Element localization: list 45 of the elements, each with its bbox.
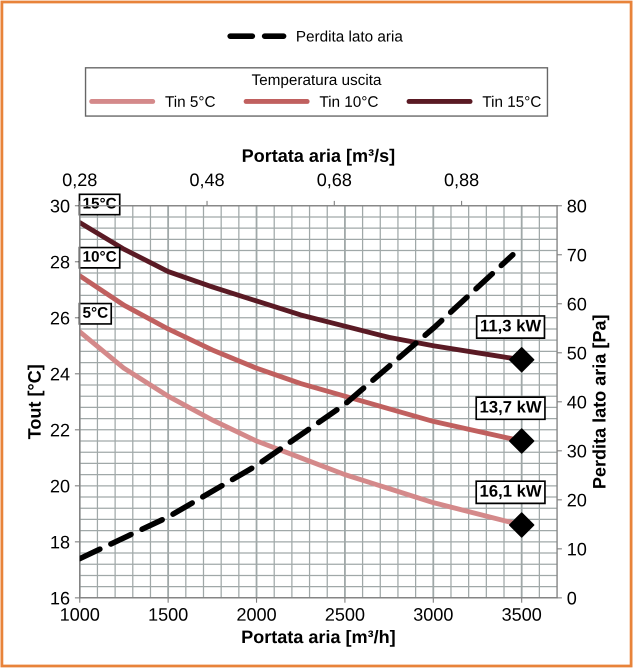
annotation: 16,1 kW — [480, 484, 542, 500]
y-tick-label: 16 — [51, 592, 70, 605]
y2-tick-label: 0 — [567, 592, 576, 605]
y2-tick-label: 40 — [567, 396, 586, 409]
x-tick-label: 1500 — [149, 608, 188, 621]
y-tick-label: 18 — [51, 536, 70, 549]
legend-label: Tin 15°C — [482, 96, 541, 107]
x-axis-title: Portata aria [m³/h] — [242, 630, 395, 647]
x-tick-label: 2000 — [237, 608, 276, 621]
annotation: 10°C — [84, 250, 116, 262]
y-tick-label: 30 — [50, 200, 70, 212]
y-tick-label: 22 — [50, 424, 70, 436]
x2-axis-title: Portata aria [m³/s] — [242, 148, 394, 166]
x-tick-label: 1000 — [61, 608, 100, 621]
point — [508, 428, 534, 454]
annotation: 13,7 kW — [480, 400, 542, 416]
y2-tick-label: 80 — [568, 200, 586, 212]
y2-tick-label: 60 — [568, 298, 586, 310]
x2-tick-label: 0,68 — [317, 173, 352, 188]
x-tick-label: 2500 — [326, 608, 364, 621]
y2-tick-label: 50 — [567, 346, 586, 360]
x2-tick-label: 0,48 — [190, 173, 224, 188]
y-axis-title: Tout [°C] — [28, 365, 44, 440]
y2-tick-label: 70 — [568, 248, 586, 262]
x2-tick-label: 0,88 — [444, 173, 478, 188]
x-tick-label: 3500 — [502, 608, 542, 621]
y2-axis-title: Perdita lato aria [Pa] — [592, 316, 610, 488]
y-tick-label: 26 — [50, 312, 70, 324]
x2-tick-label: 0,28 — [62, 173, 97, 188]
y2-tick-label: 10 — [568, 542, 586, 556]
y-tick-label: 20 — [50, 480, 70, 493]
legend-title: Temperatura uscita — [252, 74, 382, 88]
point — [508, 347, 534, 373]
annotation: 15°C — [84, 198, 116, 209]
y2-tick-label: 30 — [567, 444, 586, 458]
x-tick-label: 3000 — [414, 608, 453, 621]
point — [508, 512, 534, 538]
legend-label: Tin 10°C — [320, 96, 378, 107]
y-tick-label: 24 — [50, 368, 70, 380]
y-tick-label: 28 — [50, 256, 70, 268]
legend-label: Perdita lato aria — [297, 30, 403, 42]
y2-tick-label: 20 — [568, 494, 586, 507]
annotation: 11,3 kW — [481, 319, 542, 334]
legend-label: Tin 5°C — [165, 96, 215, 107]
annotation: 5°C — [83, 307, 108, 318]
